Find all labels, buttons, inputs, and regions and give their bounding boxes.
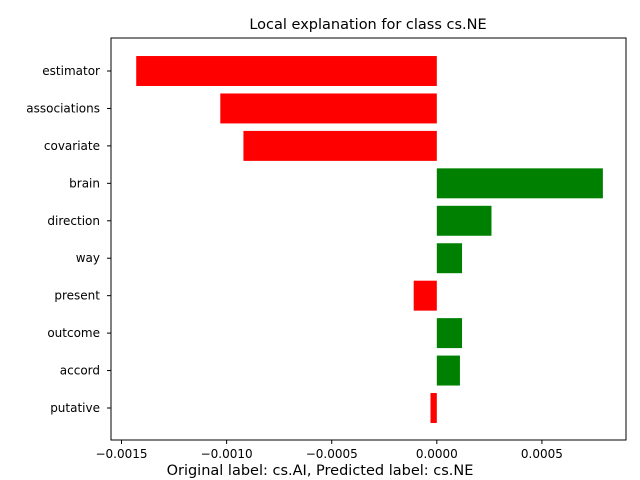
bar-covariate — [243, 130, 437, 161]
chart-caption: Original label: cs.AI, Predicted label: … — [167, 463, 474, 479]
y-tick-label-associations: associations — [26, 101, 100, 115]
y-tick-label-direction: direction — [47, 214, 100, 228]
y-tick-label-brain: brain — [69, 176, 100, 190]
y-tick-label-accord: accord — [60, 364, 100, 378]
axes-layer: estimator associations covariate brain direc… — [26, 37, 627, 461]
chart-title: Local explanation for class cs.NE — [249, 17, 486, 33]
bar-present — [413, 280, 437, 311]
x-tick-label-0: −0.0015 — [95, 447, 147, 461]
y-tick-label-putative: putative — [50, 401, 100, 415]
bar-associations — [220, 93, 437, 124]
bar-estimator — [136, 56, 437, 86]
y-tick-label-way: way — [76, 251, 100, 265]
x-tick-label-1: −0.0010 — [201, 447, 253, 461]
bar-putative — [430, 393, 437, 423]
x-tick-label-4: 0.0005 — [521, 447, 563, 461]
plot-frame — [110, 37, 627, 441]
bar-outcome — [436, 318, 463, 349]
y-tick-label-estimator: estimator — [42, 64, 100, 78]
bar-accord — [436, 355, 460, 386]
y-tick-label-outcome: outcome — [47, 326, 100, 340]
x-tick-label-2: −0.0005 — [306, 447, 358, 461]
y-tick-label-covariate: covariate — [44, 139, 100, 153]
bars-layer — [136, 56, 603, 423]
bar-direction — [436, 205, 492, 236]
bar-brain — [436, 168, 603, 199]
y-tick-label-present: present — [54, 289, 100, 303]
bar-way — [436, 243, 463, 274]
x-tick-label-3: 0.0000 — [416, 447, 458, 461]
